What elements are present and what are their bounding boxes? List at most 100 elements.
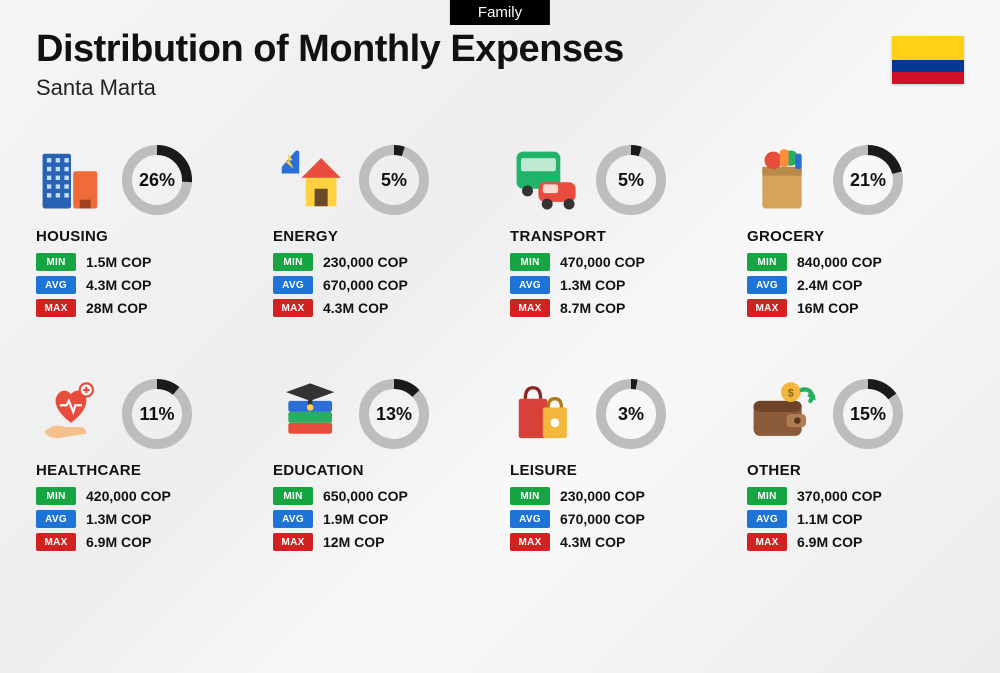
donut-housing: 26% xyxy=(120,143,194,217)
avg-value: 1.3M COP xyxy=(560,277,625,293)
avg-badge: AVG xyxy=(510,510,550,528)
max-badge: MAX xyxy=(36,533,76,551)
max-badge: MAX xyxy=(747,533,787,551)
stat-row-min: MIN 1.5M COP xyxy=(36,253,253,271)
header: Distribution of Monthly Expenses Santa M… xyxy=(36,28,624,101)
max-value: 6.9M COP xyxy=(86,534,151,550)
stat-row-avg: AVG 670,000 COP xyxy=(273,276,490,294)
donut-education: 13% xyxy=(357,377,431,451)
wallet-arrow-icon: $ xyxy=(747,379,817,449)
max-value: 6.9M COP xyxy=(797,534,862,550)
max-value: 12M COP xyxy=(323,534,384,550)
card-other: $ 15% OTHER MIN 370,000 COP AVG 1.1M COP… xyxy=(747,376,964,556)
pct-label: 13% xyxy=(357,377,431,451)
avg-badge: AVG xyxy=(747,510,787,528)
avg-value: 4.3M COP xyxy=(86,277,151,293)
avg-value: 670,000 COP xyxy=(560,511,645,527)
min-value: 230,000 COP xyxy=(323,254,408,270)
category-tab: Family xyxy=(450,0,550,25)
min-value: 1.5M COP xyxy=(86,254,151,270)
max-value: 8.7M COP xyxy=(560,300,625,316)
category-label: EDUCATION xyxy=(273,462,490,479)
stat-row-min: MIN 420,000 COP xyxy=(36,487,253,505)
max-badge: MAX xyxy=(747,299,787,317)
avg-badge: AVG xyxy=(36,276,76,294)
avg-value: 1.3M COP xyxy=(86,511,151,527)
stat-row-max: MAX 8.7M COP xyxy=(510,299,727,317)
min-badge: MIN xyxy=(510,487,550,505)
category-label: LEISURE xyxy=(510,462,727,479)
heart-hand-icon xyxy=(36,379,106,449)
shopping-bags-icon xyxy=(510,379,580,449)
card-transport: 5% TRANSPORT MIN 470,000 COP AVG 1.3M CO… xyxy=(510,142,727,322)
min-badge: MIN xyxy=(747,253,787,271)
min-value: 470,000 COP xyxy=(560,254,645,270)
svg-text:$: $ xyxy=(788,388,794,400)
stats: MIN 420,000 COP AVG 1.3M COP MAX 6.9M CO… xyxy=(36,487,253,551)
bus-car-icon xyxy=(510,145,580,215)
stat-row-min: MIN 650,000 COP xyxy=(273,487,490,505)
pct-label: 5% xyxy=(594,143,668,217)
stat-row-max: MAX 4.3M COP xyxy=(273,299,490,317)
avg-badge: AVG xyxy=(273,510,313,528)
stat-row-min: MIN 470,000 COP xyxy=(510,253,727,271)
card-grocery: 21% GROCERY MIN 840,000 COP AVG 2.4M COP… xyxy=(747,142,964,322)
expense-grid: 26% HOUSING MIN 1.5M COP AVG 4.3M COP MA… xyxy=(36,142,964,556)
card-education: 13% EDUCATION MIN 650,000 COP AVG 1.9M C… xyxy=(273,376,490,556)
stat-row-max: MAX 6.9M COP xyxy=(747,533,964,551)
stat-row-avg: AVG 1.3M COP xyxy=(510,276,727,294)
max-badge: MAX xyxy=(36,299,76,317)
max-badge: MAX xyxy=(510,299,550,317)
stat-row-avg: AVG 670,000 COP xyxy=(510,510,727,528)
card-housing: 26% HOUSING MIN 1.5M COP AVG 4.3M COP MA… xyxy=(36,142,253,322)
min-value: 230,000 COP xyxy=(560,488,645,504)
stat-row-max: MAX 16M COP xyxy=(747,299,964,317)
page-title: Distribution of Monthly Expenses xyxy=(36,28,624,71)
stat-row-max: MAX 12M COP xyxy=(273,533,490,551)
max-value: 4.3M COP xyxy=(323,300,388,316)
stat-row-avg: AVG 1.3M COP xyxy=(36,510,253,528)
max-badge: MAX xyxy=(273,299,313,317)
min-value: 420,000 COP xyxy=(86,488,171,504)
stats: MIN 1.5M COP AVG 4.3M COP MAX 28M COP xyxy=(36,253,253,317)
card-leisure: 3% LEISURE MIN 230,000 COP AVG 670,000 C… xyxy=(510,376,727,556)
stat-row-avg: AVG 2.4M COP xyxy=(747,276,964,294)
stats: MIN 470,000 COP AVG 1.3M COP MAX 8.7M CO… xyxy=(510,253,727,317)
stat-row-min: MIN 230,000 COP xyxy=(273,253,490,271)
donut-other: 15% xyxy=(831,377,905,451)
stat-row-avg: AVG 4.3M COP xyxy=(36,276,253,294)
min-badge: MIN xyxy=(510,253,550,271)
donut-leisure: 3% xyxy=(594,377,668,451)
avg-value: 670,000 COP xyxy=(323,277,408,293)
category-label: HOUSING xyxy=(36,228,253,245)
pct-label: 11% xyxy=(120,377,194,451)
category-label: ENERGY xyxy=(273,228,490,245)
pct-label: 15% xyxy=(831,377,905,451)
stat-row-avg: AVG 1.9M COP xyxy=(273,510,490,528)
stats: MIN 230,000 COP AVG 670,000 COP MAX 4.3M… xyxy=(510,487,727,551)
min-badge: MIN xyxy=(273,253,313,271)
max-badge: MAX xyxy=(510,533,550,551)
flag-colombia xyxy=(892,36,964,84)
buildings-icon xyxy=(36,145,106,215)
donut-energy: 5% xyxy=(357,143,431,217)
min-value: 840,000 COP xyxy=(797,254,882,270)
max-value: 28M COP xyxy=(86,300,147,316)
max-value: 16M COP xyxy=(797,300,858,316)
pct-label: 26% xyxy=(120,143,194,217)
min-badge: MIN xyxy=(36,253,76,271)
card-energy: 5% ENERGY MIN 230,000 COP AVG 670,000 CO… xyxy=(273,142,490,322)
category-label: GROCERY xyxy=(747,228,964,245)
avg-badge: AVG xyxy=(747,276,787,294)
avg-badge: AVG xyxy=(36,510,76,528)
pct-label: 5% xyxy=(357,143,431,217)
page-subtitle: Santa Marta xyxy=(36,75,624,101)
house-bolt-icon xyxy=(273,145,343,215)
stat-row-max: MAX 6.9M COP xyxy=(36,533,253,551)
pct-label: 21% xyxy=(831,143,905,217)
min-badge: MIN xyxy=(36,487,76,505)
pct-label: 3% xyxy=(594,377,668,451)
avg-badge: AVG xyxy=(273,276,313,294)
avg-badge: AVG xyxy=(510,276,550,294)
min-value: 650,000 COP xyxy=(323,488,408,504)
